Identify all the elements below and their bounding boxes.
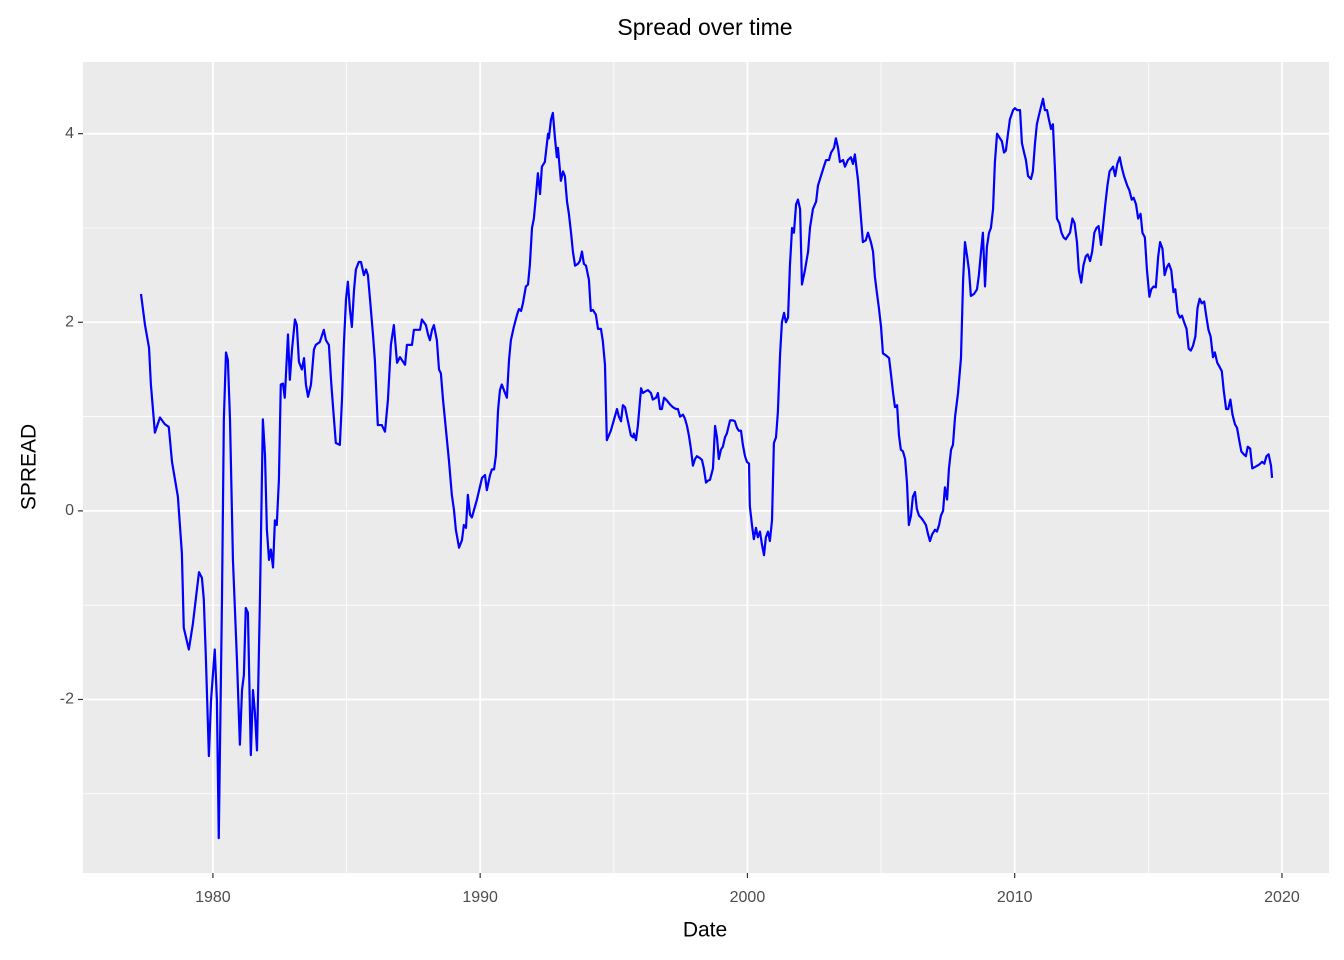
y-tick-label: 0 xyxy=(65,502,74,519)
y-tick-label: 4 xyxy=(65,125,74,142)
y-axis-title: SPREAD xyxy=(18,424,41,510)
x-axis-title: Date xyxy=(683,919,727,942)
y-tick-label: -2 xyxy=(60,691,74,708)
x-tick-label: 2020 xyxy=(1264,889,1300,906)
x-tick-label: 2010 xyxy=(997,889,1033,906)
data-line xyxy=(139,97,1274,840)
x-tick-label: 1990 xyxy=(462,889,498,906)
y-tick-label: 2 xyxy=(65,313,74,330)
plot-panel xyxy=(83,62,1329,873)
x-tick-label: 2000 xyxy=(730,889,766,906)
chart-title: Spread over time xyxy=(617,14,792,40)
x-tick-label: 1980 xyxy=(195,889,231,906)
grid xyxy=(83,62,1329,873)
